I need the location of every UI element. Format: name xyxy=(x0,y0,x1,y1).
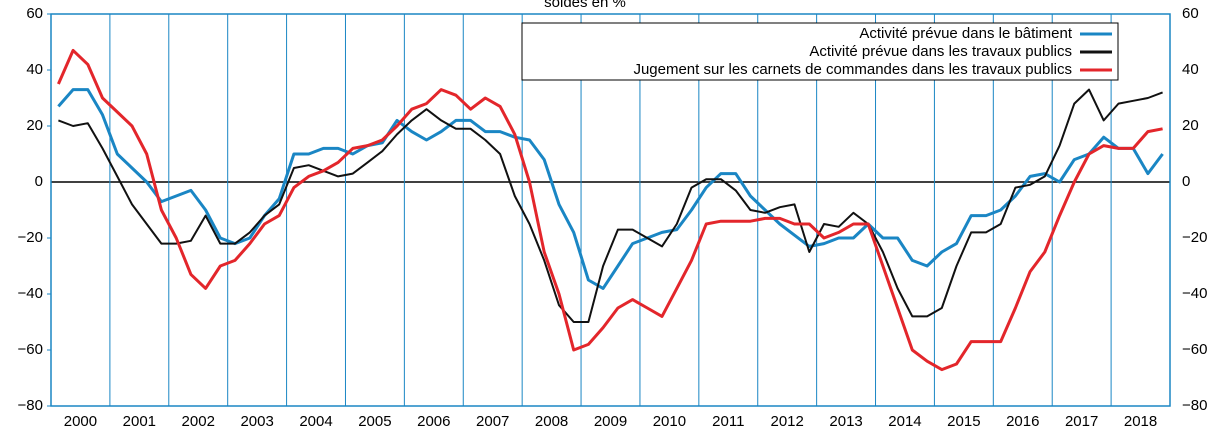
x-tick-label: 2008 xyxy=(535,413,568,430)
y-tick-label: −20 xyxy=(18,229,43,246)
x-tick-label: 2003 xyxy=(240,413,273,430)
legend-label: Activité prévue dans les travaux publics xyxy=(809,43,1072,60)
x-tick-label: 2013 xyxy=(829,413,862,430)
series-line xyxy=(57,48,1163,372)
x-tick-label: 2010 xyxy=(653,413,686,430)
y-tick-label: −40 xyxy=(18,285,43,302)
x-tick-label: 2016 xyxy=(1006,413,1039,430)
y2-tick-label: 20 xyxy=(1182,117,1199,134)
y2-tick-label: 40 xyxy=(1182,61,1199,78)
x-tick-label: 2014 xyxy=(888,413,921,430)
x-tick-label: 2002 xyxy=(182,413,215,430)
y-tick-label: −80 xyxy=(18,397,43,414)
x-tick-label: 2007 xyxy=(476,413,509,430)
x-tick-label: 2005 xyxy=(358,413,391,430)
legend-label: Activité prévue dans le bâtiment xyxy=(859,25,1072,42)
x-tick-label: 2012 xyxy=(770,413,803,430)
series-line xyxy=(58,88,1163,323)
y2-tick-label: −80 xyxy=(1182,397,1207,414)
x-tick-label: 2004 xyxy=(299,413,332,430)
x-tick-label: 2001 xyxy=(123,413,156,430)
series-line xyxy=(57,88,1164,290)
legend-label: Jugement sur les carnets de commandes da… xyxy=(633,61,1072,78)
x-tick-label: 2015 xyxy=(947,413,980,430)
x-tick-label: 2017 xyxy=(1065,413,1098,430)
chart-title: soldes en % xyxy=(544,0,626,11)
y2-tick-label: −60 xyxy=(1182,341,1207,358)
x-tick-label: 2011 xyxy=(712,413,744,430)
y-tick-label: 40 xyxy=(26,61,43,78)
y2-tick-label: −40 xyxy=(1182,285,1207,302)
y2-tick-label: 60 xyxy=(1182,5,1199,22)
y2-tick-label: 0 xyxy=(1182,173,1190,190)
x-tick-label: 2000 xyxy=(64,413,97,430)
y2-tick-label: −20 xyxy=(1182,229,1207,246)
x-tick-label: 2009 xyxy=(594,413,627,430)
y-tick-label: 60 xyxy=(26,5,43,22)
x-tick-label: 2018 xyxy=(1124,413,1157,430)
legend xyxy=(521,22,1119,81)
y-tick-label: 20 xyxy=(26,117,43,134)
plot-frame xyxy=(50,13,1171,407)
y-tick-label: −60 xyxy=(18,341,43,358)
x-tick-label: 2006 xyxy=(417,413,450,430)
y-tick-label: 0 xyxy=(35,173,43,190)
